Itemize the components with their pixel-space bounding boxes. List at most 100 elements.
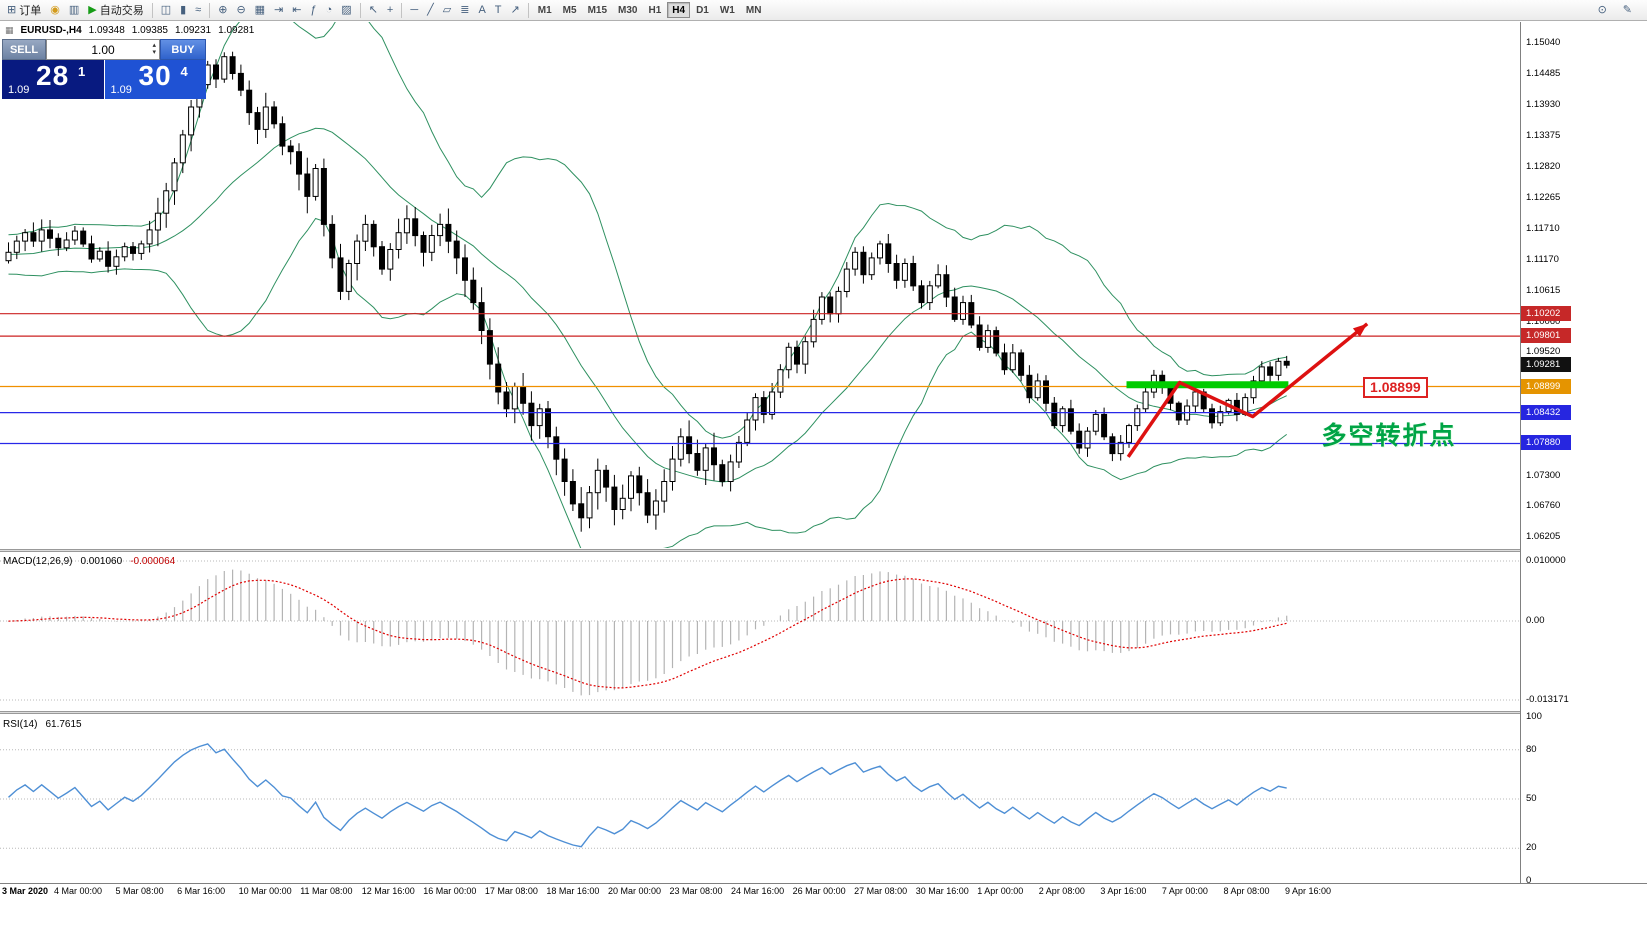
- autotrading-button[interactable]: ▶ 自动交易: [84, 1, 147, 19]
- equidistant-channel-button[interactable]: ▱: [439, 1, 455, 19]
- price-scale-label: 1.10060: [1526, 315, 1561, 327]
- toolbar-separator: [401, 2, 403, 18]
- chart-canvas[interactable]: [0, 0, 1647, 900]
- periods-button[interactable]: ◔: [322, 1, 337, 19]
- buy-price-pip: 4: [180, 64, 188, 79]
- equidistant-channel-icon: ▱: [442, 3, 452, 16]
- chart-shift-icon: ⇤: [292, 3, 302, 16]
- spin-down-icon[interactable]: ▾: [152, 49, 156, 56]
- price-scale-label: 1.15040: [1526, 37, 1561, 49]
- macd-signal-value: -0.000064: [130, 556, 176, 567]
- macd-histogram: [7, 569, 1288, 696]
- price-badge: 1.08432: [1521, 404, 1571, 420]
- auto-scroll-button[interactable]: ⇥: [270, 1, 287, 19]
- sell-button[interactable]: SELL: [2, 39, 46, 60]
- price-axis[interactable]: 1.15040 1.14485 1.13930 1.13375 1.12820 1.122…: [1520, 22, 1647, 899]
- buy-button[interactable]: BUY: [160, 39, 206, 60]
- rsi-scale-label: 20: [1526, 842, 1537, 854]
- bar-chart-icon: ◫: [160, 3, 172, 16]
- line-chart-button[interactable]: ≈: [191, 1, 205, 19]
- sell-price-prefix: 1.09: [8, 84, 30, 96]
- indicators-button[interactable]: ƒ: [307, 1, 321, 19]
- chinese-annotation-text: 多空转折点: [1321, 422, 1457, 451]
- trend-arrow-head: [1352, 323, 1368, 337]
- arrows-button[interactable]: ↗: [507, 1, 524, 19]
- spin-up-icon[interactable]: ▴: [152, 42, 156, 49]
- indicators-icon: ƒ: [310, 3, 317, 16]
- timeframe-h4-button[interactable]: H4: [667, 2, 691, 18]
- buy-price-prefix: 1.09: [110, 84, 132, 96]
- macd-scale-label: -0.013171: [1526, 694, 1569, 706]
- candlestick-chart-button[interactable]: ▮: [176, 1, 190, 19]
- new-order-button-label: 订单: [19, 5, 42, 17]
- ohlc-close: 1.09281: [218, 25, 255, 36]
- price-badge: 1.09801: [1521, 328, 1571, 344]
- fibonacci-button[interactable]: ≣: [456, 1, 473, 19]
- timeframe-m15-button[interactable]: M15: [587, 5, 608, 16]
- lot-spinner[interactable]: ▴ ▾: [152, 42, 156, 56]
- time-axis-label: 3 Apr 16:00: [1100, 886, 1147, 896]
- time-axis-label: 18 Mar 16:00: [546, 886, 600, 896]
- pane-separator[interactable]: [0, 549, 1647, 552]
- crosshair-button[interactable]: +: [383, 1, 397, 19]
- bar-chart-button[interactable]: ◫: [157, 1, 175, 19]
- trendline-button[interactable]: ╱: [423, 1, 438, 19]
- time-axis[interactable]: 3 Mar 2020 4 Mar 00:00 5 Mar 08:00 6 Mar 16…: [0, 883, 1647, 899]
- text-button[interactable]: A: [474, 1, 489, 19]
- rsi-line: [8, 743, 1287, 848]
- chart-mini-icon: ▦: [5, 25, 14, 35]
- timeframe-mn-button[interactable]: MN: [745, 5, 762, 16]
- time-axis-label: 11 Mar 08:00: [300, 886, 353, 896]
- trend-arrow[interactable]: [1126, 322, 1369, 458]
- price-scale-label: 1.06205: [1526, 531, 1561, 543]
- price-scale-label: 1.09520: [1526, 345, 1561, 357]
- timeframe-d1-button[interactable]: D1: [696, 5, 709, 16]
- horizontal-line-button[interactable]: ─: [406, 1, 422, 19]
- new-order-button[interactable]: ⊞ 订单: [3, 1, 45, 19]
- chart-shift-button[interactable]: ⇤: [288, 1, 305, 19]
- trendline-icon: ╱: [427, 3, 434, 16]
- toolbar-separator: [151, 2, 153, 18]
- buy-price-button[interactable]: 1.09 30 4: [104, 60, 206, 99]
- zoom-out-button[interactable]: ⊖: [232, 1, 249, 19]
- arrows-icon: ↗: [510, 3, 520, 16]
- price-scale-label: 1.07300: [1526, 469, 1561, 481]
- time-axis-label: 9 Apr 16:00: [1285, 886, 1332, 896]
- search-icon[interactable]: ⊙: [1597, 3, 1607, 16]
- time-axis-label: 6 Mar 16:00: [177, 886, 226, 896]
- timeframe-m1-button[interactable]: M1: [537, 5, 552, 16]
- timeframe-m30-button[interactable]: M30: [618, 5, 638, 16]
- edit-icon[interactable]: ✎: [1622, 3, 1632, 16]
- text-label-icon: T: [494, 3, 502, 16]
- lot-size-input[interactable]: 1.00 ▴ ▾: [46, 39, 160, 60]
- price-badge: 1.09281: [1521, 357, 1571, 373]
- tile-windows-button[interactable]: ▦: [251, 1, 269, 19]
- time-axis-label: 26 Mar 00:00: [792, 886, 846, 896]
- timeframe-m5-button[interactable]: M5: [562, 5, 577, 16]
- pane-separator[interactable]: [0, 711, 1647, 714]
- deposit-button[interactable]: ◉: [46, 1, 64, 19]
- charts-button[interactable]: ▥: [65, 1, 83, 19]
- zoom-in-icon: ⊕: [218, 3, 228, 16]
- candles-series: [5, 51, 1290, 532]
- time-axis-label: 30 Mar 16:00: [915, 886, 969, 896]
- macd-pane: [0, 560, 1520, 701]
- cursor-button[interactable]: ↖: [365, 1, 382, 19]
- price-badge: 1.07880: [1521, 435, 1571, 451]
- ohlc-low: 1.09231: [174, 25, 212, 36]
- cursor-icon: ↖: [368, 3, 378, 16]
- time-axis-label: 1 Apr 00:00: [977, 886, 1024, 896]
- zoom-in-button[interactable]: ⊕: [214, 1, 231, 19]
- price-annotation-label[interactable]: 1.08899: [1363, 376, 1428, 398]
- lot-size-value: 1.00: [91, 42, 115, 57]
- text-label-button[interactable]: T: [491, 1, 506, 19]
- auto-scroll-icon: ⇥: [274, 3, 284, 16]
- price-scale-label: 1.12265: [1526, 192, 1561, 204]
- time-axis-label: 23 Mar 08:00: [669, 886, 723, 896]
- timeframe-h1-button[interactable]: H1: [648, 5, 662, 16]
- templates-button[interactable]: ▨: [337, 1, 355, 19]
- timeframe-w1-button[interactable]: W1: [719, 5, 735, 16]
- price-badge: 1.08899: [1521, 378, 1571, 394]
- sell-price-button[interactable]: 1.09 28 1: [2, 60, 104, 99]
